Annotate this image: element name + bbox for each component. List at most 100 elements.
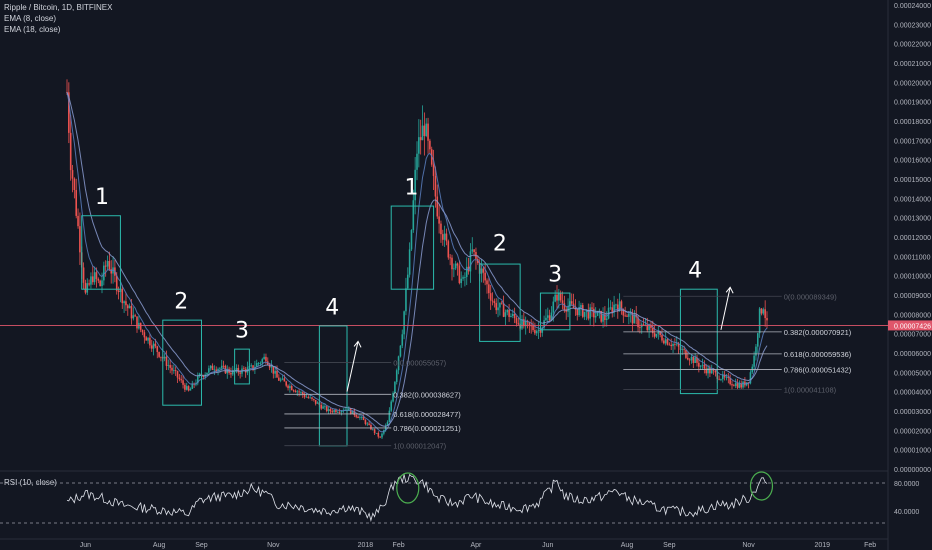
candle-body (406, 274, 409, 289)
candle-body (82, 267, 85, 283)
candle-body (756, 333, 759, 347)
candle-body (91, 276, 94, 283)
candle-body (106, 261, 109, 267)
candle-body (145, 337, 148, 341)
candle-body (675, 343, 678, 345)
candle-body (640, 324, 643, 328)
candle-body (655, 333, 658, 337)
candle-body (480, 268, 483, 274)
candle-body (559, 292, 562, 301)
candle-body (95, 272, 98, 279)
candle-body (206, 372, 208, 375)
candle-body (355, 415, 358, 417)
candle-body (152, 343, 155, 349)
candle-body (453, 268, 455, 270)
candle-body (101, 280, 103, 287)
candle-body (545, 317, 547, 321)
candle-body (405, 288, 407, 312)
candle-body (521, 319, 523, 329)
candle-body (473, 249, 475, 253)
candle-body (395, 370, 398, 382)
candle-body (626, 315, 628, 317)
candle-body (499, 302, 501, 308)
candle-body (230, 372, 232, 375)
candle-body (196, 375, 199, 384)
candle-body (75, 190, 78, 216)
candle-body (270, 366, 273, 368)
ema-8-legend[interactable]: EMA (8, close) (4, 14, 57, 23)
candle-body (456, 263, 459, 266)
candle-body (589, 307, 591, 319)
candle-body (534, 330, 536, 334)
candle-body (532, 325, 534, 331)
candle-body (69, 132, 72, 171)
candle-body (596, 311, 599, 316)
candle-body (259, 362, 262, 364)
candle-body (653, 333, 656, 337)
candle-body (447, 241, 450, 258)
candle-body (686, 357, 689, 360)
candle-body (156, 346, 159, 353)
candle-body (659, 331, 661, 336)
fib-2-label-0: 0(0.000089349) (784, 292, 837, 301)
candle-body (73, 178, 76, 191)
ema-18-legend[interactable]: EMA (18, close) (4, 25, 61, 34)
candle-body (104, 265, 107, 267)
y-tick-label: 0.00010000 (894, 274, 931, 281)
candle-body (720, 379, 722, 381)
candle-body (698, 362, 700, 367)
x-tick-label: Sep (195, 542, 208, 549)
candle-body (325, 406, 328, 412)
candle-body (320, 404, 323, 409)
candle-body (707, 368, 709, 374)
candle-body (727, 377, 730, 378)
candle-body (594, 315, 597, 318)
candle-body (451, 257, 453, 270)
candle-body (563, 303, 566, 310)
candle-body (335, 409, 337, 413)
candle-body (504, 312, 507, 317)
candle-body (454, 263, 457, 269)
candle-body (399, 345, 402, 357)
candle-body (255, 363, 258, 367)
y-tick-label: 0.00020000 (894, 80, 931, 87)
wave-label-7: 3 (548, 262, 562, 287)
candle-body (537, 329, 540, 331)
candle-body (139, 322, 142, 330)
y-tick-label: 0.00014000 (894, 196, 931, 203)
y-tick-label: 0.00002000 (894, 428, 931, 435)
candle-body (471, 249, 474, 252)
candle-body (602, 314, 604, 322)
candle-body (313, 398, 315, 400)
candle-body (316, 402, 319, 404)
wave-box-1 (81, 215, 121, 290)
candle-body (742, 381, 744, 388)
candle-body (631, 313, 634, 324)
y-tick-label: 0.00011000 (894, 254, 931, 261)
candle-body (366, 423, 369, 425)
candle-body (738, 383, 741, 388)
candle-body (723, 374, 726, 378)
y-tick-label: 0.00001000 (894, 448, 931, 455)
candle-body (458, 265, 461, 284)
y-tick-label: 0.00021000 (894, 61, 931, 68)
candle-body (705, 368, 708, 374)
candle-body (546, 315, 549, 318)
candle-body (672, 343, 674, 347)
wave-arrow-1 (346, 341, 359, 392)
candle-body (618, 301, 621, 312)
candle-body (552, 301, 555, 313)
candle-body (150, 345, 153, 349)
candle-body (629, 313, 632, 315)
x-tick-label: Feb (393, 542, 405, 549)
candle-body (97, 278, 100, 281)
fib-2-label-4: 1(0.000041108) (784, 386, 837, 395)
candle-body (79, 226, 81, 253)
candle-body (368, 423, 370, 425)
x-tick-label: Aug (621, 542, 634, 549)
candle-body (674, 343, 676, 345)
candle-body (762, 309, 765, 314)
candle-body (648, 325, 650, 331)
candle-body (283, 378, 286, 382)
